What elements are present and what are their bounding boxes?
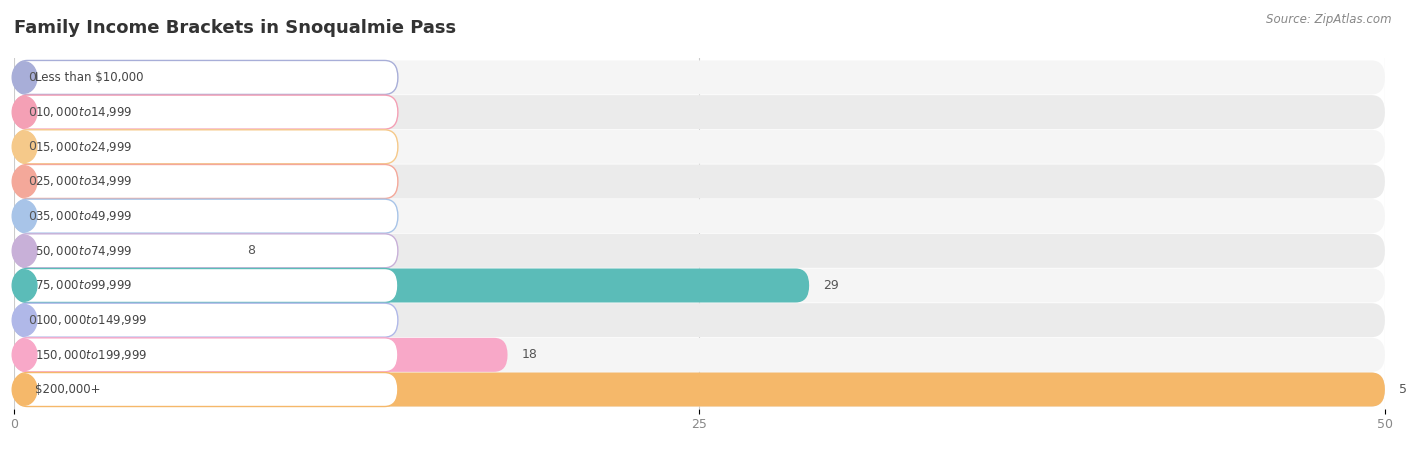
FancyBboxPatch shape — [14, 234, 398, 268]
FancyBboxPatch shape — [14, 95, 1385, 129]
Text: $10,000 to $14,999: $10,000 to $14,999 — [35, 105, 132, 119]
FancyBboxPatch shape — [14, 130, 1385, 164]
FancyBboxPatch shape — [14, 164, 1385, 198]
Text: $25,000 to $34,999: $25,000 to $34,999 — [35, 175, 132, 189]
Text: $100,000 to $149,999: $100,000 to $149,999 — [35, 313, 148, 327]
Text: 50: 50 — [1399, 383, 1406, 396]
Text: $50,000 to $74,999: $50,000 to $74,999 — [35, 244, 132, 258]
Circle shape — [13, 304, 37, 336]
FancyBboxPatch shape — [14, 61, 398, 94]
FancyBboxPatch shape — [14, 269, 398, 303]
FancyBboxPatch shape — [14, 373, 398, 406]
FancyBboxPatch shape — [14, 373, 1385, 406]
Circle shape — [13, 235, 37, 266]
Text: 0: 0 — [28, 106, 35, 119]
FancyBboxPatch shape — [14, 338, 508, 372]
Text: 0: 0 — [28, 314, 35, 327]
FancyBboxPatch shape — [14, 130, 398, 164]
FancyBboxPatch shape — [14, 373, 1385, 406]
Text: $15,000 to $24,999: $15,000 to $24,999 — [35, 140, 132, 154]
Circle shape — [13, 201, 37, 232]
Circle shape — [13, 374, 37, 405]
Text: $75,000 to $99,999: $75,000 to $99,999 — [35, 278, 132, 292]
Text: Family Income Brackets in Snoqualmie Pass: Family Income Brackets in Snoqualmie Pas… — [14, 19, 456, 37]
FancyBboxPatch shape — [14, 269, 1385, 303]
Text: 0: 0 — [28, 210, 35, 223]
Text: 8: 8 — [247, 244, 254, 257]
FancyBboxPatch shape — [14, 234, 1385, 268]
Text: $150,000 to $199,999: $150,000 to $199,999 — [35, 348, 148, 362]
FancyBboxPatch shape — [14, 269, 810, 303]
Text: 0: 0 — [28, 140, 35, 153]
FancyBboxPatch shape — [14, 303, 1385, 337]
FancyBboxPatch shape — [14, 338, 1385, 372]
Text: 18: 18 — [522, 348, 537, 361]
FancyBboxPatch shape — [14, 338, 398, 372]
FancyBboxPatch shape — [14, 234, 233, 268]
Text: 0: 0 — [28, 175, 35, 188]
Circle shape — [13, 339, 37, 370]
FancyBboxPatch shape — [14, 303, 398, 337]
Circle shape — [13, 131, 37, 163]
Text: Less than $10,000: Less than $10,000 — [35, 71, 143, 84]
FancyBboxPatch shape — [14, 199, 398, 233]
Circle shape — [13, 270, 37, 301]
Text: 29: 29 — [823, 279, 838, 292]
Circle shape — [13, 62, 37, 93]
FancyBboxPatch shape — [14, 164, 398, 198]
Text: $35,000 to $49,999: $35,000 to $49,999 — [35, 209, 132, 223]
FancyBboxPatch shape — [14, 61, 1385, 94]
Circle shape — [13, 166, 37, 197]
Text: 0: 0 — [28, 71, 35, 84]
Text: Source: ZipAtlas.com: Source: ZipAtlas.com — [1267, 13, 1392, 26]
FancyBboxPatch shape — [14, 95, 398, 129]
FancyBboxPatch shape — [14, 199, 1385, 233]
Text: $200,000+: $200,000+ — [35, 383, 101, 396]
Circle shape — [13, 97, 37, 128]
